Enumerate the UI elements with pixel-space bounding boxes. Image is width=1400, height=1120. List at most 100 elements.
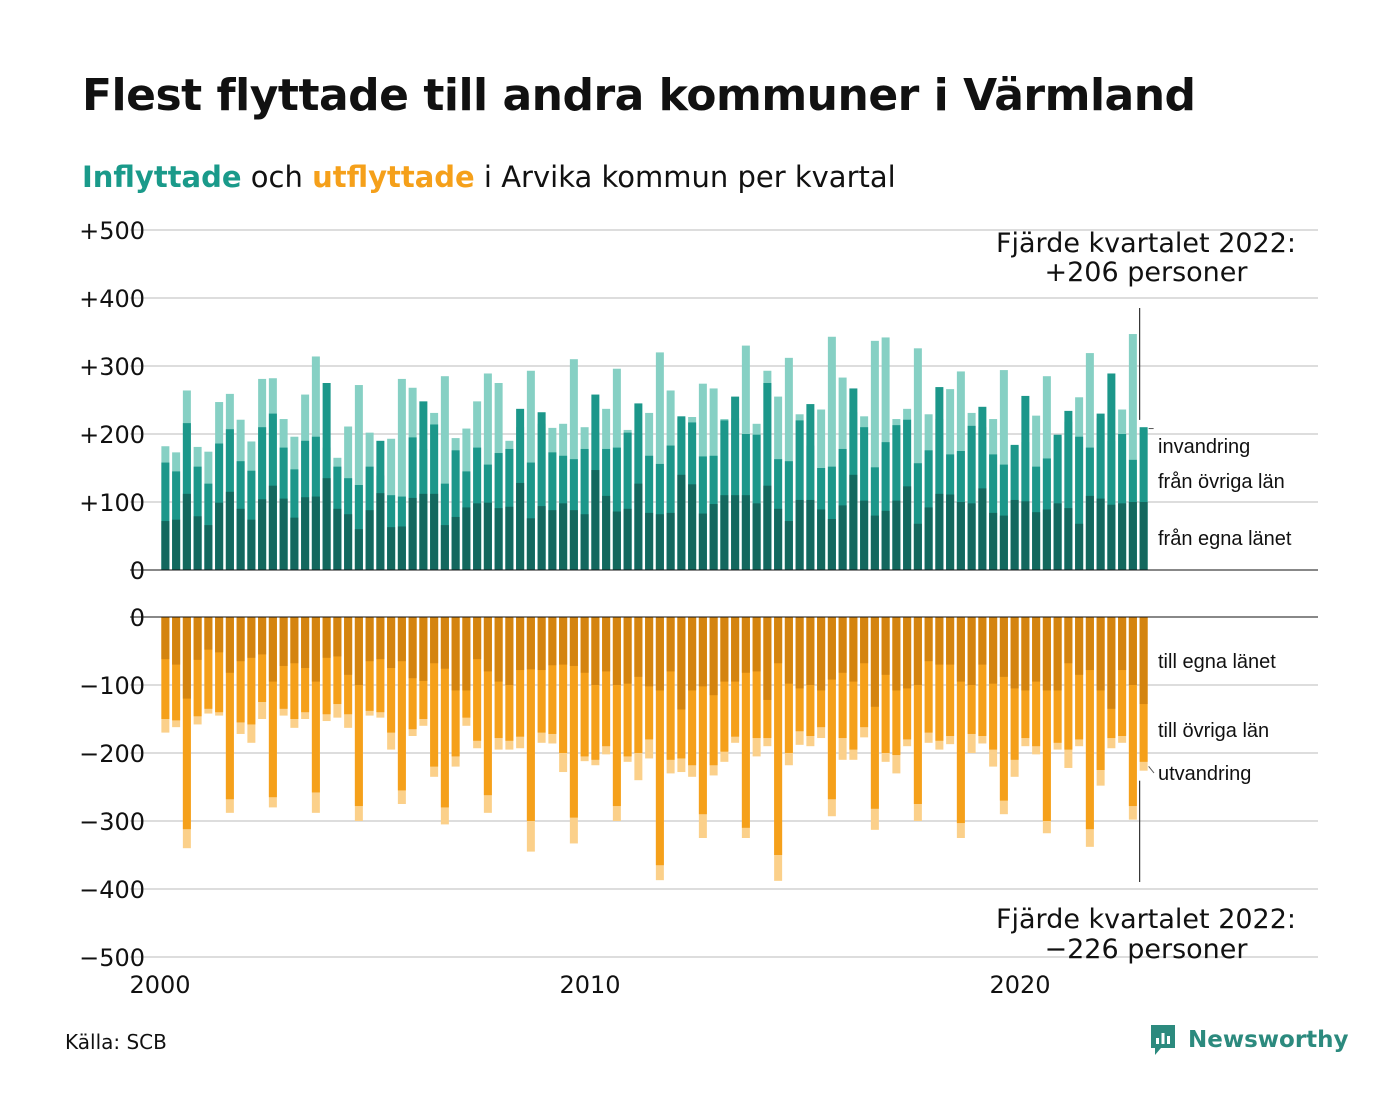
bar-out-own-county xyxy=(247,617,256,658)
bar-out-own-county xyxy=(602,617,611,672)
bar-in-own-county xyxy=(473,503,482,570)
bar-out-own-county xyxy=(172,617,181,665)
bar-in-own-county xyxy=(892,500,901,570)
bar-in-own-county xyxy=(397,526,406,570)
bar-in-own-county xyxy=(408,497,417,570)
bottom-y-tick-label: −300 xyxy=(79,808,145,836)
bar-in-other-counties xyxy=(913,463,922,570)
bottom-y-tick-label: 0 xyxy=(130,604,145,632)
bar-in-immigration xyxy=(655,352,664,570)
bottom-y-tick-label: −400 xyxy=(79,876,145,904)
bar-out-own-county xyxy=(354,617,363,685)
bar-out-own-county xyxy=(623,617,632,684)
bar-out-other-counties xyxy=(784,617,793,753)
bar-out-other-counties xyxy=(655,617,664,866)
bar-out-other-counties xyxy=(225,617,234,800)
bar-out-own-county xyxy=(677,617,686,710)
bar-out-own-county xyxy=(344,617,353,675)
bar-in-other-counties xyxy=(967,425,976,570)
bar-in-immigration xyxy=(870,340,879,570)
bar-in-own-county xyxy=(333,508,342,570)
bar-out-own-county xyxy=(1064,617,1073,664)
bar-out-other-counties xyxy=(1096,617,1105,770)
bar-out-own-county xyxy=(1096,617,1105,691)
bar-out-other-counties xyxy=(1085,617,1094,830)
bar-out-own-county xyxy=(655,617,664,691)
bar-in-other-counties xyxy=(827,466,836,570)
bar-out-other-counties xyxy=(698,617,707,815)
bar-in-other-counties xyxy=(989,454,998,570)
bar-out-own-county xyxy=(774,617,783,664)
bar-out-other-counties xyxy=(387,617,396,733)
bar-out-own-county xyxy=(1075,617,1084,675)
chart-title: Flest flyttade till andra kommuner i Vär… xyxy=(82,70,1196,121)
bar-in-other-counties xyxy=(1096,413,1105,570)
bar-in-other-counties xyxy=(537,412,546,570)
label-invandring: invandring xyxy=(1158,436,1250,458)
bar-out-own-county xyxy=(935,617,944,665)
bar-in-own-county xyxy=(999,515,1008,570)
bar-out-other-counties xyxy=(1118,617,1127,736)
bar-in-own-county xyxy=(688,484,697,570)
label-fran-ovriga-lan: från övriga län xyxy=(1158,471,1285,493)
bar-out-own-county xyxy=(322,617,331,658)
bottom-annotation-line1: Fjärde kvartalet 2022: xyxy=(996,904,1296,935)
bar-out-other-counties xyxy=(397,617,406,791)
bar-in-other-counties xyxy=(451,450,460,570)
bar-in-own-county xyxy=(903,486,912,570)
bar-in-own-county xyxy=(602,495,611,570)
bar-in-own-county xyxy=(344,514,353,570)
bar-in-other-counties xyxy=(763,383,772,570)
bar-in-other-counties xyxy=(161,462,170,570)
bar-in-own-county xyxy=(451,516,460,570)
bar-out-own-county xyxy=(505,617,514,685)
bar-out-other-counties xyxy=(602,617,611,747)
bar-out-other-counties xyxy=(311,617,320,793)
bar-in-own-county xyxy=(258,499,267,570)
bar-in-own-county xyxy=(322,478,331,570)
bar-out-own-county xyxy=(548,617,557,666)
bar-in-own-county xyxy=(1032,512,1041,570)
bar-out-own-county xyxy=(301,617,310,668)
bar-out-own-county xyxy=(763,617,772,700)
newsworthy-logo-text: Newsworthy xyxy=(1188,1027,1349,1053)
subtitle-rest: i Arvika kommun per kvartal xyxy=(474,160,896,194)
bar-in-own-county xyxy=(849,474,858,570)
bar-out-other-counties xyxy=(849,617,858,750)
bar-out-own-county xyxy=(204,617,213,650)
bar-in-own-county xyxy=(225,491,234,570)
bar-in-own-county xyxy=(795,499,804,570)
bar-in-own-county xyxy=(978,488,987,570)
bar-in-immigration xyxy=(913,348,922,570)
bar-in-own-county xyxy=(376,493,385,570)
bar-out-own-county xyxy=(1107,617,1116,709)
bar-out-other-counties xyxy=(924,617,933,733)
bar-out-other-counties xyxy=(870,617,879,809)
bar-out-other-counties xyxy=(612,617,621,807)
bar-in-own-county xyxy=(419,493,428,570)
bar-in-own-county xyxy=(290,517,299,570)
x-tick-label: 2010 xyxy=(559,971,620,999)
bar-out-other-counties xyxy=(946,617,955,736)
bar-in-own-county xyxy=(1042,509,1051,570)
bar-out-own-county xyxy=(1021,617,1030,691)
bar-out-own-county xyxy=(225,617,234,673)
bar-in-own-county xyxy=(215,502,224,570)
bar-in-other-counties xyxy=(322,383,331,570)
bar-out-own-county xyxy=(365,617,374,662)
bar-in-other-counties xyxy=(1107,373,1116,570)
bar-out-other-counties xyxy=(1042,617,1051,821)
bar-out-own-county xyxy=(1139,617,1148,705)
bottom-y-tick-label: −200 xyxy=(79,740,145,768)
subtitle-inflyttade: Inflyttade xyxy=(82,160,242,194)
bar-out-own-county xyxy=(473,617,482,660)
bar-out-own-county xyxy=(430,617,439,664)
bar-in-own-county xyxy=(666,512,675,570)
bar-out-own-county xyxy=(1118,617,1127,671)
bar-out-own-county xyxy=(1053,617,1062,691)
bar-out-other-counties xyxy=(752,617,761,739)
bar-out-other-counties xyxy=(537,617,546,733)
bar-out-own-county xyxy=(451,617,460,691)
bar-out-other-counties xyxy=(247,617,256,725)
bar-in-own-county xyxy=(387,527,396,570)
